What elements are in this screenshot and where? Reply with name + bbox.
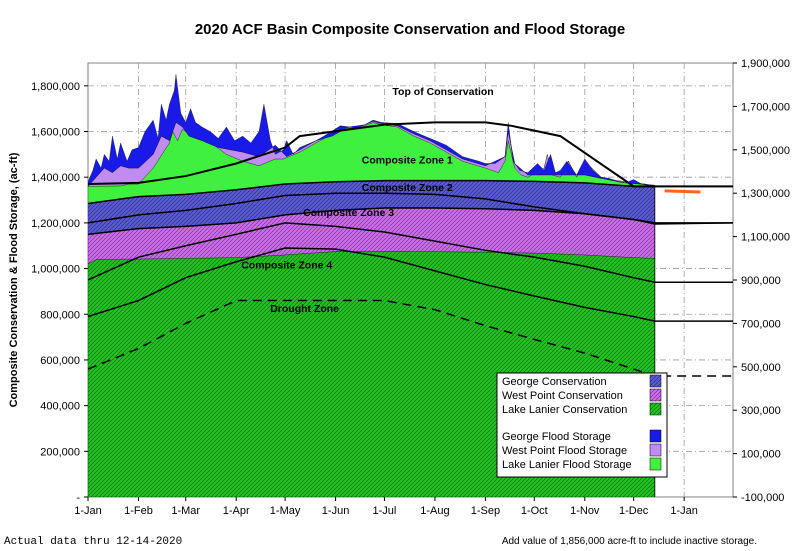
legend: George Conservation West Point Conservati… xyxy=(496,372,668,478)
actual-data-note: Actual data thru 12-14-2020 xyxy=(4,536,182,548)
curve-composite-zone-3-boundary xyxy=(88,207,733,236)
legend-label-west-point-flood-storage: West Point Flood Storage xyxy=(502,445,627,457)
legend-box xyxy=(496,372,668,478)
x-tick-label: 1-Aug xyxy=(420,505,449,517)
area-fill-george-flood-storage xyxy=(88,74,655,188)
legend-swatch-lake-lanier-flood-storage xyxy=(649,457,662,471)
legend-label-george-flood-storage: George Flood Storage xyxy=(502,431,611,443)
curve-composite-zone-4-boundary xyxy=(88,222,733,284)
curve-drought-zone-boundary xyxy=(88,247,733,322)
forecast-line xyxy=(664,189,701,194)
x-tick-label: 1-Nov xyxy=(570,505,600,517)
legend-swatch-hatch xyxy=(650,375,661,387)
x-tick-label: 1-Oct xyxy=(521,505,548,517)
y2-tick-label: 1,900,000 xyxy=(741,58,790,70)
area-edge-george-flood-storage xyxy=(88,74,656,188)
y-tick-label: 1,000,000 xyxy=(31,264,80,276)
x-tick-label: 1-Jul xyxy=(373,505,397,517)
legend-label-lake-lanier-conservation: Lake Lanier Conservation xyxy=(502,404,627,416)
y-tick-label: 800,000 xyxy=(40,309,80,321)
zone-labels: Top of Conservation Composite Zone 1 Compo… xyxy=(241,86,494,315)
zone-label-top-of-conservation: Top of Conservation xyxy=(392,86,493,98)
y2-tick-label: 1,700,000 xyxy=(741,101,790,113)
x-tick-label: 1-May xyxy=(270,505,301,517)
y-tick-label: 600,000 xyxy=(40,355,80,367)
x-tick-label: 1-Feb xyxy=(124,505,153,517)
y2-tick-label: 500,000 xyxy=(741,362,781,374)
curve-top-of-conservation xyxy=(88,121,733,188)
y2-tick-label: -100,000 xyxy=(741,492,784,504)
area-fill-lake-lanier-flood-storage xyxy=(88,122,655,204)
legend-label-george-conservation: George Conservation xyxy=(502,376,607,388)
curve-inactive-lower-curve xyxy=(88,299,733,377)
curve-composite-zone-1-boundary xyxy=(88,179,733,205)
y-tick-label: 1,600,000 xyxy=(31,127,80,139)
rule-curves xyxy=(88,121,733,377)
y-tick-label: 400,000 xyxy=(40,401,80,413)
y-tick-label: 1,400,000 xyxy=(31,172,80,184)
y-tick-label: 1,200,000 xyxy=(31,218,80,230)
zone-label-composite-zone-4: Composite Zone 4 xyxy=(241,260,332,272)
x-tick-label: 1-Mar xyxy=(171,505,200,517)
axes: - 200,000 400,000 600,000 800,000 1,000,000 1,… xyxy=(31,58,790,517)
legend-label-lake-lanier-flood-storage: Lake Lanier Flood Storage xyxy=(502,459,632,471)
x-tick-label: 1-Dec xyxy=(619,505,649,517)
zone-label-composite-zone-2: Composite Zone 2 xyxy=(362,182,453,194)
y2-tick-label: 1,500,000 xyxy=(741,145,790,157)
y2-tick-label: 900,000 xyxy=(741,275,781,287)
zone-label-composite-zone-1: Composite Zone 1 xyxy=(362,155,453,167)
zone-label-drought-zone: Drought Zone xyxy=(270,303,339,315)
x-tick-label: 1-Jun xyxy=(322,505,350,517)
area-hatch-west-point-conservation xyxy=(88,208,655,265)
x-tick-label: 1-Sep xyxy=(471,505,500,517)
area-george-flood-storage xyxy=(88,74,656,188)
legend-swatch-hatch xyxy=(650,403,661,415)
y2-tick-label: 1,100,000 xyxy=(741,232,790,244)
x-tick-label: 1-Jan xyxy=(74,505,102,517)
y-axis-label: Composite Conservation & Flood Storage, … xyxy=(8,152,20,407)
x-tick-label: 1-Apr xyxy=(223,505,250,517)
y2-tick-label: 1,300,000 xyxy=(741,188,790,200)
y2-tick-label: 700,000 xyxy=(741,318,781,330)
y2-tick-label: 100,000 xyxy=(741,449,781,461)
legend-swatch-george-flood-storage xyxy=(649,429,662,443)
x-tick-label: 1-Jan xyxy=(670,505,698,517)
y2-tick-label: 300,000 xyxy=(741,405,781,417)
legend-swatch-hatch xyxy=(650,389,661,401)
y-tick-label: 200,000 xyxy=(40,446,80,458)
zone-label-composite-zone-3: Composite Zone 3 xyxy=(303,207,394,219)
legend-swatch-west-point-flood-storage xyxy=(649,443,662,457)
y-tick-label: - xyxy=(76,492,80,504)
area-hatch-george-conservation xyxy=(88,180,655,235)
legend-label-west-point-conservation: West Point Conservation xyxy=(502,390,623,402)
inactive-storage-note: Add value of 1,856,000 acre-ft to includ… xyxy=(502,536,757,547)
y-tick-label: 1,800,000 xyxy=(31,81,80,93)
chart-title: 2020 ACF Basin Composite Conservation an… xyxy=(195,21,625,38)
